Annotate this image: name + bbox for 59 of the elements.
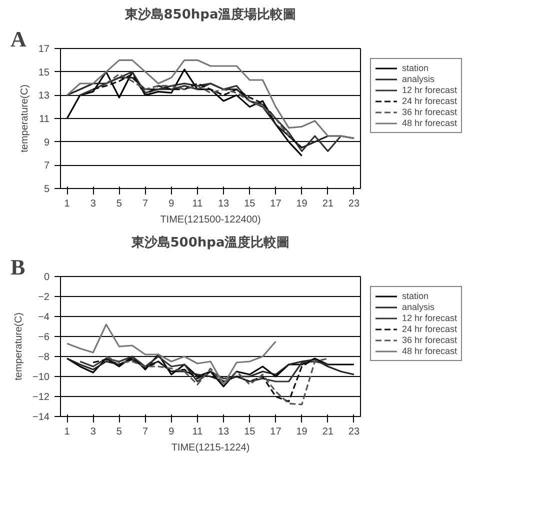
x-tick-label: 15 [244,198,256,210]
legend-label: 36 hr forecast [402,335,458,345]
x-tick-label: 9 [168,426,175,438]
x-tick-label: 15 [244,426,256,438]
y-tick-label: −4 [38,312,50,323]
y-axis-title: temperature(C) [14,312,25,380]
x-tick-label: 21 [322,198,334,210]
x-tick-label: 13 [218,198,230,210]
y-tick-label: −10 [32,372,50,383]
chart-title: 東沙島850hpa溫度場比較圖 [124,6,296,22]
x-tick-label: 17 [270,198,282,210]
chart-title: 東沙島500hpa溫度比較圖 [130,234,290,250]
x-axis-title: TIME(121500-122400) [160,214,261,226]
x-tick-label: 23 [348,198,360,210]
y-tick-label: 15 [38,67,50,78]
legend-label: 48 hr forecast [402,118,458,128]
text: A [10,26,26,52]
legend-label: 12 hr forecast [402,313,458,323]
x-axis-title: TIME(1215-1224) [171,442,250,454]
x-tick-label: 21 [322,426,334,438]
y-tick-label: 5 [44,184,50,195]
y-tick-label: −2 [38,292,50,303]
y-tick-label: −12 [32,392,50,403]
x-tick-label: 5 [116,198,122,210]
x-tick-label: 7 [142,198,148,210]
x-tick-label: 17 [270,426,282,438]
x-tick-label: 19 [296,198,308,210]
x-tick-label: 11 [192,426,204,438]
legend-label: 36 hr forecast [402,107,458,117]
y-tick-label: 17 [38,44,50,55]
x-tick-label: 3 [90,198,96,210]
y-tick-label: 0 [44,272,50,283]
legend-label: 48 hr forecast [402,346,458,356]
x-tick-label: 19 [296,426,308,438]
legend-label: analysis [402,302,435,312]
y-tick-label: 13 [38,90,50,102]
x-tick-label: 11 [192,198,204,210]
legend-label: analysis [402,74,435,84]
x-tick-label: 1 [64,198,70,210]
text: B [10,254,26,280]
x-tick-label: 5 [116,426,122,438]
x-tick-label: 3 [90,426,96,438]
y-tick-label: −14 [32,412,50,423]
legend-label: 24 hr forecast [402,324,458,334]
y-tick-label: −6 [38,332,50,343]
legend-label: station [402,63,429,73]
x-tick-label: 9 [168,198,175,210]
legend-label: 24 hr forecast [402,96,458,106]
legend-label: station [402,291,429,301]
y-tick-label: 11 [39,114,50,125]
y-tick-label: 9 [44,137,50,148]
x-tick-label: 23 [348,426,360,438]
y-tick-label: −8 [38,352,50,363]
x-tick-label: 13 [218,426,230,438]
legend-label: 12 hr forecast [402,85,458,95]
x-tick-label: 7 [142,426,148,438]
x-tick-label: 1 [64,426,70,438]
y-axis-title: temperature(C) [19,84,30,152]
y-tick-label: 7 [44,160,50,172]
